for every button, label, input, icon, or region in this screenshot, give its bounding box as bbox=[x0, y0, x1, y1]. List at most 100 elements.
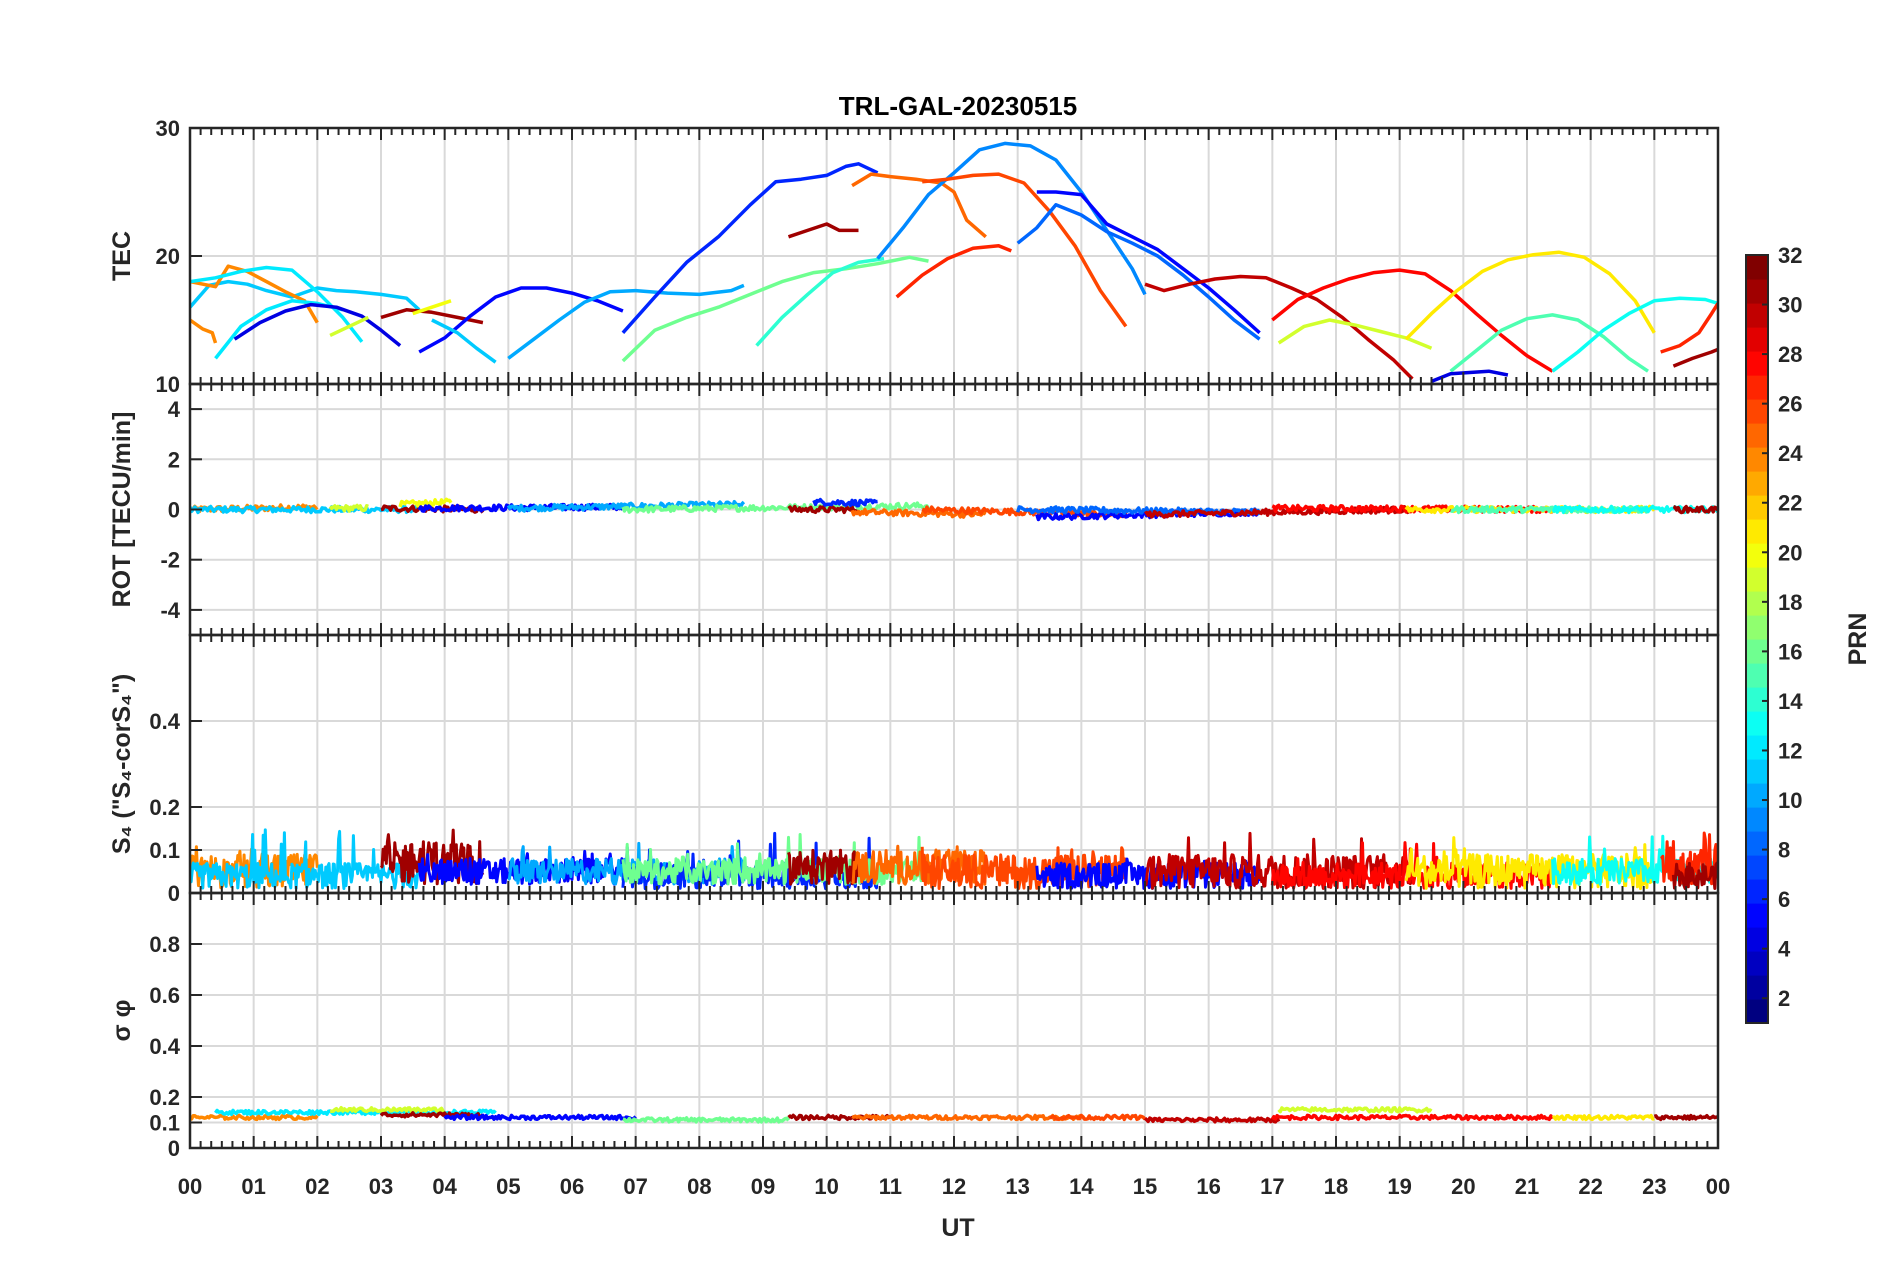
series-prn-26 bbox=[921, 505, 1128, 519]
series-prn-5 bbox=[443, 1113, 637, 1122]
y-tick-label: 0.2 bbox=[149, 1085, 180, 1110]
y-tick-label: 0 bbox=[168, 498, 180, 523]
panel-s4: 0 0.1 0.2 0.4 S₄ ("S₄-corS₄") bbox=[108, 633, 1720, 906]
series-prn-24 bbox=[190, 318, 218, 344]
series-prn-26 bbox=[920, 846, 1128, 890]
series-prn-20 bbox=[412, 299, 452, 316]
series-prn-13 bbox=[1551, 296, 1718, 373]
series-prn-14 bbox=[755, 256, 885, 347]
x-tick-label: 09 bbox=[751, 1174, 775, 1199]
series-prn-31 bbox=[1653, 1113, 1718, 1122]
x-tick-label: 14 bbox=[1069, 1174, 1094, 1199]
colorbar-segment bbox=[1746, 975, 1768, 1000]
series-prn-21 bbox=[1551, 1113, 1655, 1122]
y-tick-label: 0 bbox=[168, 881, 180, 906]
series-prn-19 bbox=[329, 1105, 446, 1114]
series-prn-31 bbox=[1672, 347, 1718, 368]
series-prn-31 bbox=[1672, 504, 1718, 515]
colorbar-segment bbox=[1746, 951, 1768, 976]
y-tick-label: 0 bbox=[168, 1136, 180, 1161]
series-prn-10 bbox=[506, 499, 746, 513]
colorbar-tick-label: 30 bbox=[1778, 293, 1802, 318]
series-prn-20 bbox=[398, 497, 453, 508]
chart-title: TRL-GAL-20230515 bbox=[839, 91, 1077, 121]
panel-rot: -4 -2 0 2 4 ROT [TECU/min] bbox=[108, 382, 1720, 637]
panel-grid bbox=[190, 635, 1718, 893]
colorbar-segment bbox=[1746, 831, 1768, 856]
x-tick-label: 15 bbox=[1133, 1174, 1157, 1199]
series-prn-16 bbox=[621, 501, 930, 514]
panel-series-group bbox=[190, 828, 1718, 891]
x-tick-label: 00 bbox=[178, 1174, 202, 1199]
x-tick-label: 07 bbox=[623, 1174, 647, 1199]
x-tick-label: 20 bbox=[1451, 1174, 1475, 1199]
series-prn-30 bbox=[1144, 274, 1414, 381]
x-tick-label: 00 bbox=[1706, 1174, 1730, 1199]
colorbar-segment bbox=[1746, 423, 1768, 448]
colorbar-segment bbox=[1746, 495, 1768, 520]
panel-series-group bbox=[190, 141, 1718, 384]
y-tick-label: 30 bbox=[156, 116, 180, 141]
x-tick-label: 17 bbox=[1260, 1174, 1284, 1199]
colorbar-segment bbox=[1746, 783, 1768, 808]
colorbar-segment bbox=[1746, 999, 1768, 1024]
colorbar-tick-label: 26 bbox=[1778, 392, 1802, 417]
colorbar-segment bbox=[1746, 591, 1768, 616]
colorbar-segment bbox=[1746, 519, 1768, 544]
colorbar-tick-label: 18 bbox=[1778, 590, 1802, 615]
x-tick-label: 22 bbox=[1578, 1174, 1602, 1199]
colorbar-segment bbox=[1746, 279, 1768, 304]
panel-series-group bbox=[190, 1105, 1718, 1124]
series-prn-30 bbox=[1143, 1116, 1281, 1124]
series-prn-19 bbox=[1277, 1106, 1433, 1114]
colorbar-label: PRN bbox=[1844, 613, 1872, 666]
x-tick-label: 16 bbox=[1196, 1174, 1220, 1199]
colorbar-segment bbox=[1746, 855, 1768, 880]
colorbar-segment bbox=[1746, 687, 1768, 712]
x-tick-label: 01 bbox=[241, 1174, 265, 1199]
x-tick-label: 04 bbox=[432, 1174, 457, 1199]
y-axis-label: S₄ ("S₄-corS₄") bbox=[108, 674, 136, 854]
colorbar-tick-label: 10 bbox=[1778, 788, 1802, 813]
colorbar-segment bbox=[1746, 927, 1768, 952]
colorbar-segment bbox=[1746, 471, 1768, 496]
series-prn-4 bbox=[1430, 369, 1509, 384]
x-tick-label: 05 bbox=[496, 1174, 520, 1199]
colorbar-segment bbox=[1746, 735, 1768, 760]
series-prn-26 bbox=[922, 172, 1128, 328]
colorbar-segment bbox=[1746, 447, 1768, 472]
series-prn-16 bbox=[621, 255, 929, 363]
x-tick-label: 12 bbox=[942, 1174, 966, 1199]
colorbar-segment bbox=[1746, 639, 1768, 664]
series-prn-10 bbox=[507, 283, 745, 360]
colorbar-segment bbox=[1746, 759, 1768, 784]
series-prn-27 bbox=[895, 244, 1012, 299]
series-prn-27 bbox=[1660, 302, 1718, 354]
colorbar-segment bbox=[1746, 711, 1768, 736]
x-tick-label: 21 bbox=[1515, 1174, 1539, 1199]
colorbar-segment bbox=[1746, 399, 1768, 424]
series-prn-12 bbox=[190, 265, 364, 343]
y-tick-label: 0.4 bbox=[149, 1034, 180, 1059]
y-tick-label: 0.1 bbox=[149, 1111, 180, 1136]
x-tick-label: 13 bbox=[1005, 1174, 1029, 1199]
series-prn-12 bbox=[214, 299, 344, 360]
y-tick-label: 0.2 bbox=[149, 795, 180, 820]
series-prn-11 bbox=[190, 504, 421, 515]
colorbar-tick-label: 20 bbox=[1778, 540, 1802, 565]
colorbar-tick-label: 12 bbox=[1778, 738, 1802, 763]
panel-grid bbox=[190, 893, 1718, 1148]
y-tick-label: 0.1 bbox=[149, 838, 180, 863]
colorbar-tick-label: 24 bbox=[1778, 441, 1803, 466]
colorbar-tick-label: 2 bbox=[1778, 986, 1790, 1011]
series-prn-4 bbox=[233, 302, 402, 347]
series-prn-25 bbox=[850, 507, 987, 519]
series-prn-6 bbox=[621, 162, 879, 334]
series-prn-21 bbox=[1404, 250, 1656, 341]
y-tick-label: 0.8 bbox=[149, 932, 180, 957]
x-tick-label: 08 bbox=[687, 1174, 711, 1199]
colorbar-segment bbox=[1746, 543, 1768, 568]
series-prn-9 bbox=[876, 141, 1147, 296]
